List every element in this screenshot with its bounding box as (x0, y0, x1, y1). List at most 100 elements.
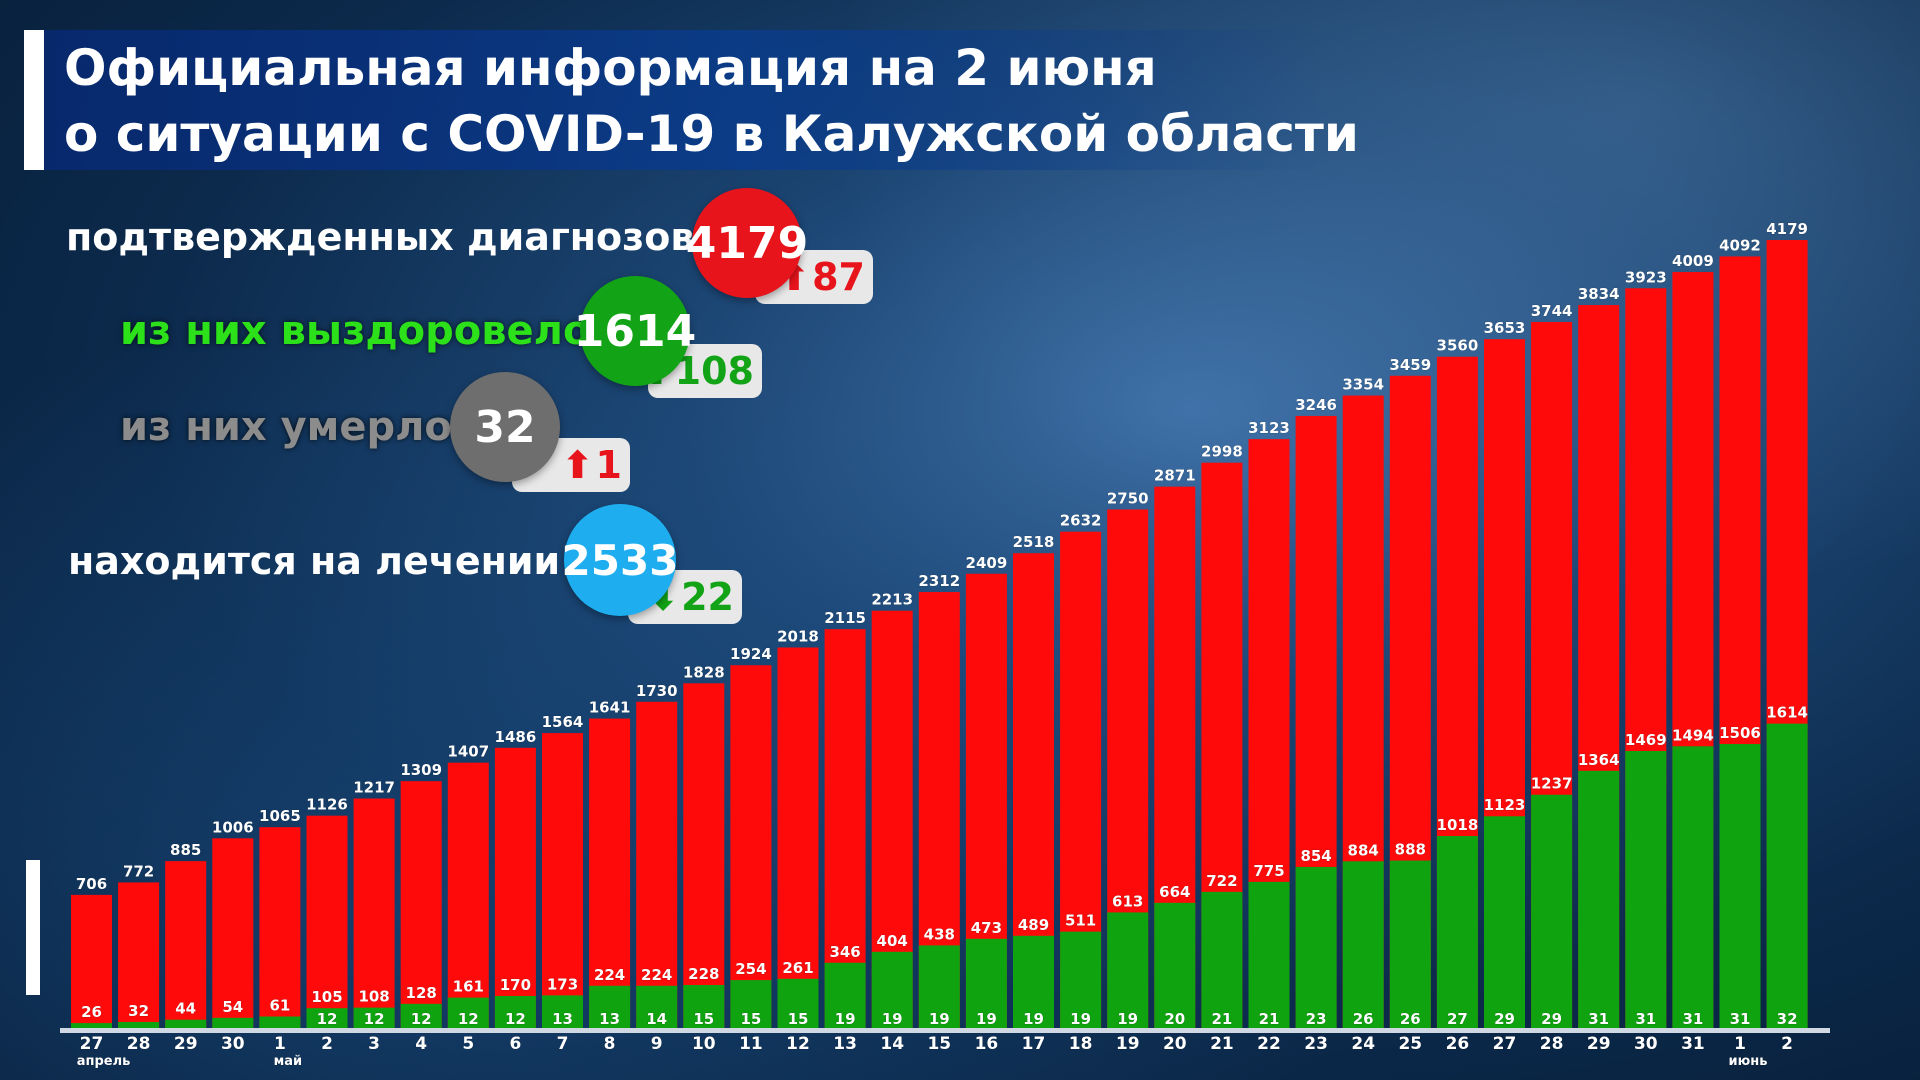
data-label-recovered: 613 (1112, 892, 1143, 910)
bar-confirmed (306, 815, 348, 1028)
data-label-confirmed: 2312 (918, 572, 960, 590)
data-label-deaths: 26 (1400, 1010, 1421, 1028)
bar-recovered (165, 1019, 207, 1028)
data-label-recovered: 511 (1065, 912, 1096, 930)
data-label-deaths: 12 (364, 1010, 385, 1028)
month-label: май (274, 1054, 303, 1069)
bar-recovered (1531, 794, 1573, 1028)
bar-confirmed (400, 781, 442, 1028)
x-tick-label: 18 (1069, 1034, 1093, 1054)
bar-recovered (824, 962, 866, 1028)
bar-recovered (965, 938, 1007, 1028)
x-tick-label: 9 (651, 1034, 663, 1054)
data-label-confirmed: 885 (170, 841, 201, 859)
data-label-confirmed: 706 (76, 875, 107, 893)
x-tick-label: 2 (1781, 1034, 1793, 1054)
data-label-recovered: 1469 (1625, 731, 1667, 749)
x-tick-label: 12 (786, 1034, 810, 1054)
bar-confirmed (353, 798, 395, 1028)
deaths-value-circle: 32 (450, 372, 560, 482)
data-label-confirmed: 3123 (1248, 419, 1290, 437)
x-tick-label: 3 (368, 1034, 380, 1054)
data-label-confirmed: 4009 (1672, 252, 1714, 270)
data-label-deaths: 19 (1070, 1010, 1091, 1028)
bar-recovered (1578, 770, 1620, 1028)
data-label-recovered: 128 (406, 984, 437, 1002)
x-tick-label: 30 (1634, 1034, 1658, 1054)
bar-recovered (259, 1016, 301, 1028)
x-tick-label: 27 (1493, 1034, 1517, 1054)
data-label-recovered: 1018 (1437, 816, 1479, 834)
bar-confirmed (494, 747, 536, 1028)
data-label-confirmed: 3246 (1295, 396, 1337, 414)
bar-recovered (1484, 816, 1525, 1028)
bar-recovered (1389, 860, 1431, 1028)
data-label-confirmed: 1924 (730, 645, 772, 663)
deaths-label: из них умерло (120, 404, 452, 450)
data-label-deaths: 26 (1353, 1010, 1374, 1028)
bar-recovered (1436, 836, 1478, 1028)
x-tick-label: 29 (174, 1034, 198, 1054)
data-label-recovered: 489 (1018, 916, 1049, 934)
data-label-recovered: 54 (222, 998, 243, 1016)
x-tick-label: 20 (1163, 1034, 1187, 1054)
bar-confirmed (589, 718, 631, 1028)
x-tick-label: 1 (274, 1034, 286, 1054)
data-label-recovered: 1364 (1578, 751, 1620, 769)
data-label-confirmed: 1486 (495, 728, 537, 746)
bar-recovered (400, 1003, 442, 1028)
data-label-deaths: 12 (458, 1010, 479, 1028)
data-label-deaths: 14 (646, 1010, 667, 1028)
active-delta-value: 22 (681, 575, 734, 619)
data-label-recovered: 1237 (1531, 775, 1573, 793)
bar-recovered (777, 978, 819, 1028)
data-label-recovered: 722 (1206, 872, 1237, 890)
data-label-recovered: 346 (829, 943, 860, 961)
data-label-confirmed: 2518 (1013, 533, 1055, 551)
data-label-deaths: 13 (552, 1010, 573, 1028)
data-label-confirmed: 2998 (1201, 443, 1243, 461)
x-tick-label: 17 (1022, 1034, 1046, 1054)
confirmed-label: подтвержденных диагнозов (66, 215, 695, 259)
data-label-deaths: 13 (599, 1010, 620, 1028)
data-label-confirmed: 3354 (1342, 376, 1384, 394)
data-label-confirmed: 2213 (871, 591, 913, 609)
bar-recovered (1154, 902, 1196, 1028)
bar-recovered (1295, 866, 1337, 1028)
data-label-deaths: 15 (788, 1010, 809, 1028)
bar-recovered (1342, 861, 1384, 1028)
data-label-recovered: 404 (877, 932, 908, 950)
recovered-label: из них выздоровело (120, 308, 591, 354)
bar-recovered (1060, 931, 1102, 1028)
x-tick-label: 26 (1446, 1034, 1470, 1054)
bar-recovered (1248, 881, 1290, 1028)
data-label-recovered: 438 (924, 925, 955, 943)
data-label-confirmed: 1828 (683, 663, 725, 681)
x-tick-label: 28 (1540, 1034, 1564, 1054)
data-label-confirmed: 772 (123, 862, 154, 880)
data-label-recovered: 161 (453, 978, 484, 996)
x-tick-label: 21 (1210, 1034, 1234, 1054)
data-label-recovered: 108 (358, 988, 389, 1006)
bar-confirmed (259, 827, 301, 1028)
data-label-recovered: 884 (1348, 841, 1379, 859)
x-tick-label: 6 (509, 1034, 521, 1054)
bar-confirmed (824, 629, 866, 1028)
bar-recovered (118, 1021, 160, 1028)
data-label-deaths: 19 (882, 1010, 903, 1028)
page-title-line-2: о ситуации с COVID-19 в Калужской област… (64, 105, 1359, 163)
bar-recovered (1013, 935, 1054, 1028)
data-label-recovered: 1614 (1766, 704, 1808, 722)
data-label-recovered: 1123 (1484, 796, 1526, 814)
data-label-deaths: 12 (317, 1010, 338, 1028)
data-label-confirmed: 2750 (1107, 489, 1149, 507)
x-tick-label: 25 (1398, 1034, 1422, 1054)
x-tick-label: 23 (1304, 1034, 1328, 1054)
bar-confirmed (447, 762, 489, 1028)
bar-confirmed (212, 838, 254, 1028)
bar-recovered (1201, 891, 1243, 1028)
x-tick-label: 24 (1351, 1034, 1375, 1054)
x-tick-label: 7 (557, 1034, 569, 1054)
x-tick-label: 15 (927, 1034, 951, 1054)
